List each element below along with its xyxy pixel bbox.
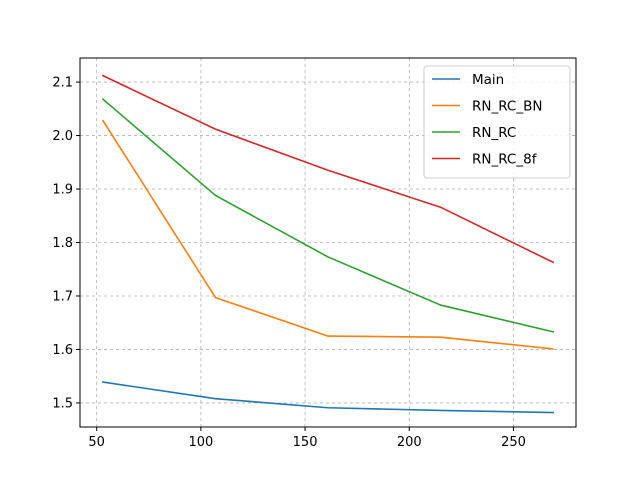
legend-label-rn-rc-bn: RN_RC_BN <box>472 99 542 115</box>
y-tick-label: 2.1 <box>52 76 73 91</box>
series-line-rn-rc <box>101 98 555 333</box>
y-tick-label: 1.9 <box>52 183 73 198</box>
y-tick-label: 1.8 <box>52 236 73 251</box>
y-tick-label: 1.6 <box>52 343 73 358</box>
x-tick-label: 50 <box>88 435 105 450</box>
series-line-rn-rc-bn <box>101 119 554 350</box>
legend-label-rn-rc-8f: RN_RC_8f <box>472 152 538 168</box>
legend-label-rn-rc: RN_RC <box>472 125 516 141</box>
legend-box <box>423 65 571 179</box>
x-tick-label: 100 <box>188 435 213 450</box>
y-tick-label: 2.0 <box>52 129 73 144</box>
series-line-rn-rc-8f <box>101 74 555 264</box>
y-tick-label: 1.5 <box>52 396 73 411</box>
axis-ticks: 50 100 150 200 250 1.5 1.6 1.7 1.8 1.9 2.0 2.1 <box>52 76 526 450</box>
legend: Main RN_RC_BN RN_RC RN_RC_8f <box>423 65 571 179</box>
x-tick-label: 250 <box>501 435 526 450</box>
y-tick-label: 1.7 <box>52 289 73 304</box>
series-lines <box>101 74 555 414</box>
series-line-main <box>102 381 554 414</box>
grid <box>80 58 576 427</box>
x-tick-label: 150 <box>293 435 318 450</box>
x-tick-label: 200 <box>397 435 422 450</box>
legend-label-main: Main <box>472 72 504 88</box>
